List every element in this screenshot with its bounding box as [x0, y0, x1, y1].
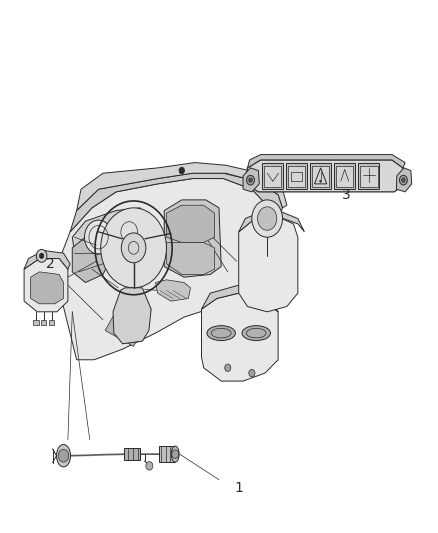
Circle shape — [117, 217, 141, 247]
Polygon shape — [24, 259, 68, 312]
Circle shape — [249, 178, 252, 182]
Polygon shape — [247, 155, 405, 168]
Polygon shape — [113, 288, 151, 344]
Polygon shape — [334, 163, 355, 189]
Polygon shape — [358, 163, 379, 189]
Bar — [288, 166, 305, 187]
Ellipse shape — [207, 326, 236, 341]
Bar — [124, 448, 140, 460]
Text: 2: 2 — [46, 257, 55, 271]
Polygon shape — [55, 179, 274, 360]
Polygon shape — [77, 163, 287, 211]
Polygon shape — [201, 293, 278, 381]
Polygon shape — [70, 173, 283, 232]
Polygon shape — [262, 163, 283, 189]
Text: 3: 3 — [342, 188, 350, 201]
Circle shape — [402, 178, 405, 182]
Circle shape — [121, 233, 146, 263]
Circle shape — [36, 249, 47, 262]
Bar — [159, 446, 175, 462]
Bar — [312, 166, 329, 187]
Circle shape — [146, 462, 153, 470]
Polygon shape — [245, 160, 405, 192]
Circle shape — [247, 175, 254, 185]
Circle shape — [172, 450, 179, 458]
Ellipse shape — [242, 326, 270, 341]
Circle shape — [85, 220, 113, 254]
Bar — [49, 320, 54, 325]
Ellipse shape — [57, 445, 71, 467]
Ellipse shape — [171, 446, 179, 462]
Circle shape — [320, 180, 321, 182]
Polygon shape — [396, 168, 412, 192]
Bar — [264, 166, 281, 187]
Bar — [33, 320, 39, 325]
Circle shape — [101, 208, 166, 288]
Circle shape — [258, 207, 277, 230]
Polygon shape — [310, 163, 331, 189]
Polygon shape — [24, 251, 70, 269]
Circle shape — [225, 364, 231, 372]
Polygon shape — [31, 272, 64, 304]
Polygon shape — [166, 243, 215, 274]
Circle shape — [179, 167, 184, 174]
Circle shape — [58, 449, 69, 462]
Polygon shape — [72, 237, 110, 282]
Circle shape — [39, 253, 44, 259]
Polygon shape — [155, 280, 191, 301]
Bar — [41, 320, 46, 325]
Polygon shape — [286, 163, 307, 189]
Bar — [336, 166, 353, 187]
Circle shape — [399, 175, 407, 185]
Polygon shape — [166, 205, 215, 243]
Polygon shape — [239, 208, 304, 232]
Polygon shape — [239, 216, 298, 312]
Polygon shape — [72, 208, 147, 269]
Text: 1: 1 — [234, 481, 243, 495]
Polygon shape — [201, 285, 278, 312]
Bar — [360, 166, 378, 187]
Circle shape — [252, 200, 283, 237]
Bar — [291, 172, 302, 181]
Polygon shape — [243, 168, 259, 192]
Circle shape — [249, 369, 255, 377]
Polygon shape — [105, 288, 151, 346]
Polygon shape — [164, 200, 221, 277]
